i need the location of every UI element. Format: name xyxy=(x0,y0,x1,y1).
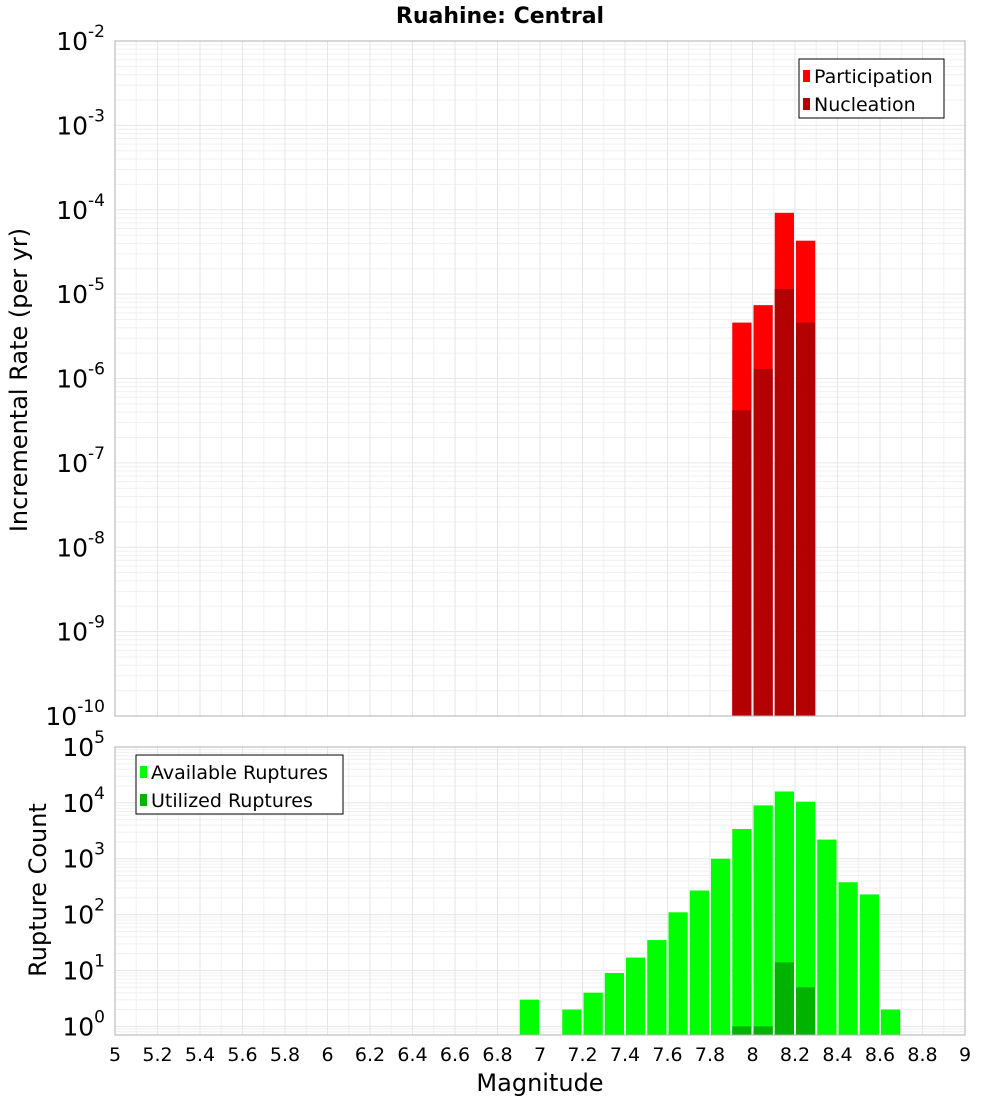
x-tick-label: 5.8 xyxy=(270,1044,300,1066)
x-tick-label: 6.4 xyxy=(397,1044,427,1066)
y-tick-label: 100 xyxy=(62,1007,105,1041)
available-ruptures-bar xyxy=(796,801,816,1035)
x-tick-label: 8.6 xyxy=(865,1044,895,1066)
available-ruptures-bar xyxy=(562,1009,582,1035)
legend-label: Utilized Ruptures xyxy=(151,790,313,812)
available-ruptures-bar xyxy=(881,1009,901,1035)
legend-swatch xyxy=(140,794,147,806)
x-tick-label: 7.8 xyxy=(695,1044,725,1066)
legend-label: Nucleation xyxy=(814,94,916,116)
nucleation-bar xyxy=(732,410,752,716)
y-tick-label: 10-7 xyxy=(56,444,105,478)
x-tick-label: 6.2 xyxy=(355,1044,385,1066)
x-tick-label: 6.8 xyxy=(482,1044,512,1066)
legend-swatch xyxy=(803,98,810,110)
x-tick-label: 6.6 xyxy=(440,1044,470,1066)
legend xyxy=(135,754,344,815)
x-tick-label: 8.2 xyxy=(780,1044,810,1066)
x-tick-label: 7.4 xyxy=(610,1044,640,1066)
chart-title: Ruahine: Central xyxy=(396,4,604,29)
y-tick-label: 103 xyxy=(62,840,105,874)
plot-frame xyxy=(114,40,966,717)
x-tick-label: 6 xyxy=(321,1044,333,1066)
y-tick-label: 10-4 xyxy=(56,191,105,225)
y-tick-label: 10-5 xyxy=(56,275,105,309)
available-ruptures-bar xyxy=(604,973,624,1035)
x-tick-label: 5.6 xyxy=(227,1044,257,1066)
nucleation-bar xyxy=(774,289,794,716)
x-tick-label: 8 xyxy=(746,1044,758,1066)
y-tick-label: 10-8 xyxy=(56,528,105,562)
legend-label: Participation xyxy=(814,66,933,88)
x-tick-label: 8.8 xyxy=(907,1044,937,1066)
utilized-ruptures-bar xyxy=(796,987,816,1035)
y-tick-label: 10-3 xyxy=(56,106,105,140)
utilized-ruptures-bar xyxy=(753,1026,773,1035)
y-tick-label: 102 xyxy=(62,896,105,930)
legend xyxy=(798,58,945,119)
available-ruptures-bar xyxy=(583,992,603,1035)
y-tick-label: 101 xyxy=(62,951,105,985)
x-axis-title: Magnitude xyxy=(476,1069,603,1097)
available-ruptures-bar xyxy=(689,890,709,1035)
available-ruptures-bar xyxy=(668,912,688,1035)
available-ruptures-bar xyxy=(626,957,646,1035)
rate-panel: 10-10 10-9 10-8 10-7 10-6 10-5 10-4 10-3 10-2 Par… xyxy=(45,22,966,731)
x-tick-label: 5.2 xyxy=(142,1044,172,1066)
y-tick-label: 10-9 xyxy=(56,613,105,647)
available-ruptures-bar xyxy=(753,805,773,1035)
available-ruptures-bar xyxy=(711,858,731,1035)
available-ruptures-bar xyxy=(732,829,752,1035)
y-tick-label: 104 xyxy=(62,784,105,818)
x-tick-label: 8.4 xyxy=(822,1044,852,1066)
y-axis-title-rate: Incremental Rate (per yr) xyxy=(5,228,33,532)
available-ruptures-bar xyxy=(519,999,539,1035)
x-tick-label: 7.2 xyxy=(567,1044,597,1066)
available-ruptures-bar xyxy=(647,940,667,1035)
nucleation-bar xyxy=(753,368,773,716)
y-tick-label: 10-10 xyxy=(45,697,105,731)
y-tick-label: 105 xyxy=(62,728,105,762)
legend-swatch xyxy=(140,766,147,778)
x-tick-label: 7.6 xyxy=(652,1044,682,1066)
utilized-ruptures-bar xyxy=(774,962,794,1035)
legend-swatch xyxy=(803,70,810,82)
x-tick-label: 9 xyxy=(959,1044,971,1066)
y-axis-title-count: Rupture Count xyxy=(24,803,52,977)
x-tick-label: 7 xyxy=(534,1044,546,1066)
x-tick-label: 5 xyxy=(109,1044,121,1066)
y-tick-label: 10-2 xyxy=(56,22,105,56)
available-ruptures-bar xyxy=(817,839,837,1035)
plot-frame xyxy=(114,746,966,1036)
y-tick-label: 10-6 xyxy=(56,360,105,394)
nucleation-bar xyxy=(796,322,816,716)
available-ruptures-bar xyxy=(859,894,879,1035)
legend-label: Available Ruptures xyxy=(151,762,328,784)
available-ruptures-bar xyxy=(838,882,858,1035)
x-tick-label: 5.4 xyxy=(185,1044,215,1066)
count-panel: 100 101 102 103 104 105 Available Ruptures Util… xyxy=(62,728,971,1066)
utilized-ruptures-bar xyxy=(732,1026,752,1035)
